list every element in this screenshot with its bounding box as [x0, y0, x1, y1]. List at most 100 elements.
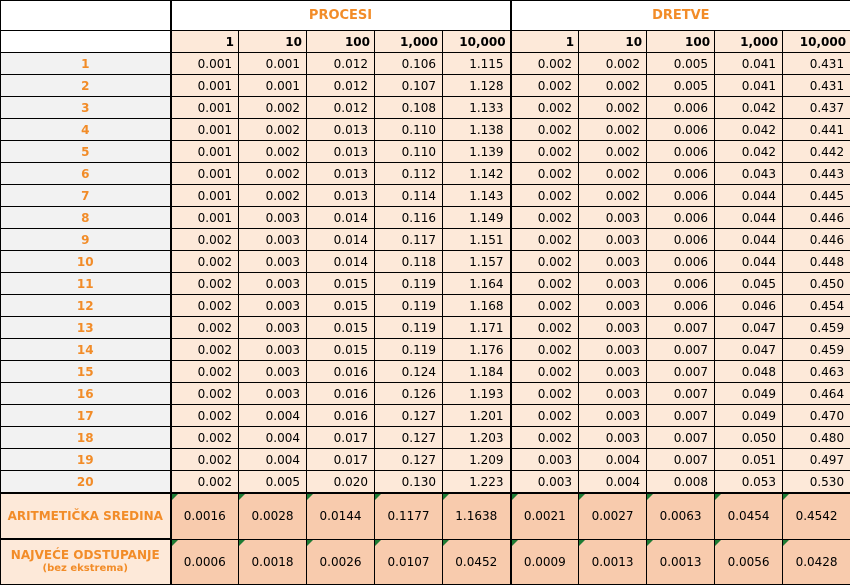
value-cell-procesi: 0.012	[307, 97, 375, 119]
value-cell-dretve: 0.480	[783, 427, 850, 449]
value-cell-procesi: 1.168	[443, 295, 511, 317]
value-cell-procesi: 0.020	[307, 471, 375, 494]
value-cell-procesi: 0.002	[171, 383, 239, 405]
value-cell-dretve: 0.007	[647, 449, 715, 471]
row-label: 5	[1, 141, 171, 163]
value-cell-dretve: 0.002	[511, 207, 579, 229]
stat-cell-dretve: 0.0056	[715, 539, 783, 585]
value-cell-procesi: 1.223	[443, 471, 511, 494]
stat-cell-procesi: 1.1638	[443, 493, 511, 539]
value-cell-procesi: 0.126	[375, 383, 443, 405]
value-cell-procesi: 0.001	[171, 53, 239, 75]
value-cell-procesi: 0.002	[171, 317, 239, 339]
value-cell-dretve: 0.003	[511, 449, 579, 471]
col-header: 10	[579, 31, 647, 53]
row-label: 12	[1, 295, 171, 317]
value-cell-procesi: 0.119	[375, 273, 443, 295]
corner-cell	[1, 1, 171, 31]
value-cell-procesi: 0.004	[239, 405, 307, 427]
value-cell-procesi: 0.002	[171, 449, 239, 471]
row-label: 8	[1, 207, 171, 229]
value-cell-procesi: 0.002	[239, 141, 307, 163]
value-cell-procesi: 1.138	[443, 119, 511, 141]
value-cell-dretve: 0.464	[783, 383, 850, 405]
stat-cell-procesi: 0.0006	[171, 539, 239, 585]
row-label: 17	[1, 405, 171, 427]
stat-cell-procesi: 0.0144	[307, 493, 375, 539]
stat-cell-procesi: 0.1177	[375, 493, 443, 539]
value-cell-dretve: 0.002	[511, 273, 579, 295]
value-cell-procesi: 0.001	[171, 207, 239, 229]
value-cell-procesi: 0.114	[375, 185, 443, 207]
value-cell-procesi: 1.203	[443, 427, 511, 449]
value-cell-dretve: 0.530	[783, 471, 850, 494]
value-cell-procesi: 0.108	[375, 97, 443, 119]
value-cell-dretve: 0.053	[715, 471, 783, 494]
value-cell-procesi: 0.016	[307, 383, 375, 405]
row-label: 11	[1, 273, 171, 295]
value-cell-procesi: 0.005	[239, 471, 307, 494]
value-cell-dretve: 0.497	[783, 449, 850, 471]
value-cell-dretve: 0.002	[511, 251, 579, 273]
value-cell-dretve: 0.006	[647, 207, 715, 229]
value-cell-dretve: 0.002	[511, 141, 579, 163]
value-cell-procesi: 0.002	[239, 163, 307, 185]
value-cell-procesi: 1.142	[443, 163, 511, 185]
value-cell-procesi: 0.001	[171, 163, 239, 185]
value-cell-dretve: 0.446	[783, 229, 850, 251]
stat-cell-dretve: 0.0428	[783, 539, 850, 585]
value-cell-dretve: 0.006	[647, 97, 715, 119]
group-title-procesi: PROCESI	[171, 1, 511, 31]
value-cell-procesi: 0.002	[171, 361, 239, 383]
value-cell-dretve: 0.002	[511, 427, 579, 449]
value-cell-dretve: 0.049	[715, 405, 783, 427]
col-header: 100	[307, 31, 375, 53]
value-cell-procesi: 1.164	[443, 273, 511, 295]
value-cell-dretve: 0.007	[647, 383, 715, 405]
value-cell-procesi: 0.014	[307, 251, 375, 273]
value-cell-dretve: 0.003	[579, 295, 647, 317]
value-cell-dretve: 0.006	[647, 273, 715, 295]
value-cell-dretve: 0.006	[647, 251, 715, 273]
value-cell-procesi: 0.130	[375, 471, 443, 494]
value-cell-dretve: 0.442	[783, 141, 850, 163]
value-cell-dretve: 0.006	[647, 295, 715, 317]
value-cell-procesi: 0.003	[239, 207, 307, 229]
col-header: 100	[647, 31, 715, 53]
value-cell-procesi: 0.015	[307, 273, 375, 295]
value-cell-procesi: 0.012	[307, 53, 375, 75]
stat-cell-dretve: 0.0454	[715, 493, 783, 539]
value-cell-procesi: 0.119	[375, 317, 443, 339]
value-cell-procesi: 0.001	[239, 53, 307, 75]
stat-cell-dretve: 0.0013	[579, 539, 647, 585]
value-cell-procesi: 0.002	[171, 471, 239, 494]
value-cell-dretve: 0.454	[783, 295, 850, 317]
stat-cell-procesi: 0.0028	[239, 493, 307, 539]
value-cell-dretve: 0.002	[579, 53, 647, 75]
col-header: 10	[239, 31, 307, 53]
row-label: 13	[1, 317, 171, 339]
value-cell-procesi: 0.004	[239, 427, 307, 449]
value-cell-dretve: 0.003	[579, 229, 647, 251]
stat-label-text: ARITMETIČKA SREDINA	[8, 509, 163, 523]
row-label: 6	[1, 163, 171, 185]
stat-cell-procesi: 0.0016	[171, 493, 239, 539]
value-cell-procesi: 0.001	[171, 119, 239, 141]
value-cell-procesi: 0.003	[239, 361, 307, 383]
value-cell-procesi: 0.110	[375, 119, 443, 141]
value-cell-dretve: 0.005	[647, 75, 715, 97]
value-cell-dretve: 0.045	[715, 273, 783, 295]
value-cell-dretve: 0.007	[647, 339, 715, 361]
value-cell-dretve: 0.459	[783, 317, 850, 339]
value-cell-dretve: 0.050	[715, 427, 783, 449]
corner-cell-2	[1, 31, 171, 53]
value-cell-procesi: 1.176	[443, 339, 511, 361]
value-cell-procesi: 1.184	[443, 361, 511, 383]
value-cell-dretve: 0.004	[579, 449, 647, 471]
group-title-dretve: DRETVE	[511, 1, 850, 31]
value-cell-procesi: 0.003	[239, 295, 307, 317]
